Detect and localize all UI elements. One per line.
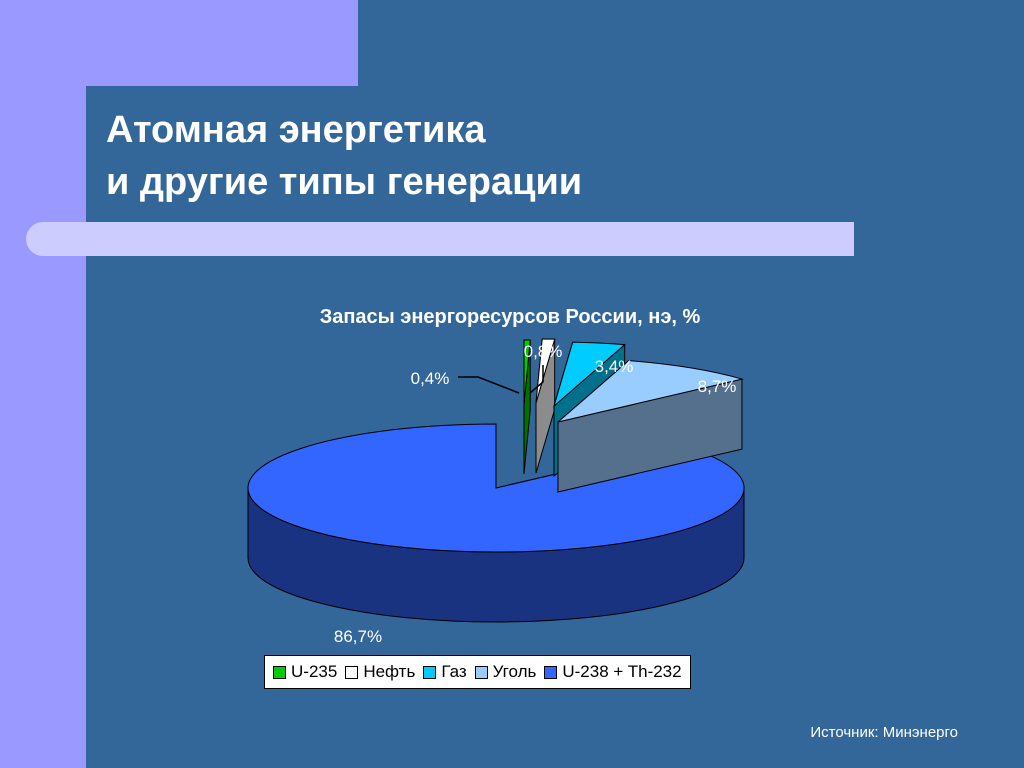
slide-title: Атомная энергетика и другие типы генерац… — [106, 104, 582, 208]
legend-label-3: Уголь — [492, 662, 537, 681]
pie-slice-0 — [523, 339, 531, 475]
pie-slice-1-top — [535, 338, 556, 404]
legend-item-1: Нефть — [345, 662, 415, 682]
slide-title-line-1: Атомная энергетика — [106, 109, 486, 151]
legend-swatch-1 — [345, 665, 359, 679]
pie-slice-3 — [557, 359, 744, 494]
pie-slice-1 — [535, 338, 556, 474]
legend-item-0: U-235 — [273, 662, 337, 682]
legend-swatch-0 — [273, 665, 286, 679]
data-label-2: 3,4% — [595, 357, 634, 376]
top-accent-block — [0, 0, 358, 86]
data-label-1: 0,8% — [524, 342, 563, 361]
slide-title-line-2: и другие типы генерации — [106, 161, 583, 203]
chart-legend: U-235 Нефть Газ Уголь U-238 + Th-232 — [264, 655, 691, 689]
pie-slice-0-top — [523, 339, 531, 405]
leader-line-1 — [529, 365, 544, 394]
data-label-4: 86,7% — [334, 627, 382, 646]
source-note: Источник: Минэнерго — [810, 724, 958, 741]
legend-label-4: U-238 + Th-232 — [562, 662, 682, 681]
legend-label-2: Газ — [441, 662, 467, 681]
pie-slice-3-top — [557, 360, 744, 423]
data-label-3: 8,7% — [698, 377, 737, 396]
left-accent-strip — [0, 0, 86, 768]
legend-label-0: U-235 — [291, 662, 338, 681]
legend-label-1: Нефть — [363, 662, 416, 681]
chart-title: Запасы энергоресурсов России, нэ, % — [319, 306, 701, 328]
data-label-0: 0,4% — [411, 369, 450, 388]
legend-item-2: Газ — [423, 662, 467, 682]
legend-swatch-3 — [474, 665, 488, 679]
leader-line-0 — [458, 376, 520, 394]
legend-swatch-4 — [544, 665, 558, 679]
title-underline-bar — [26, 222, 854, 256]
pie-slice-4-top — [247, 423, 745, 553]
legend-item-4: U-238 + Th-232 — [544, 662, 682, 682]
legend-swatch-2 — [423, 665, 437, 679]
pie-slice-2-top — [553, 341, 626, 408]
legend-item-3: Уголь — [474, 662, 537, 682]
